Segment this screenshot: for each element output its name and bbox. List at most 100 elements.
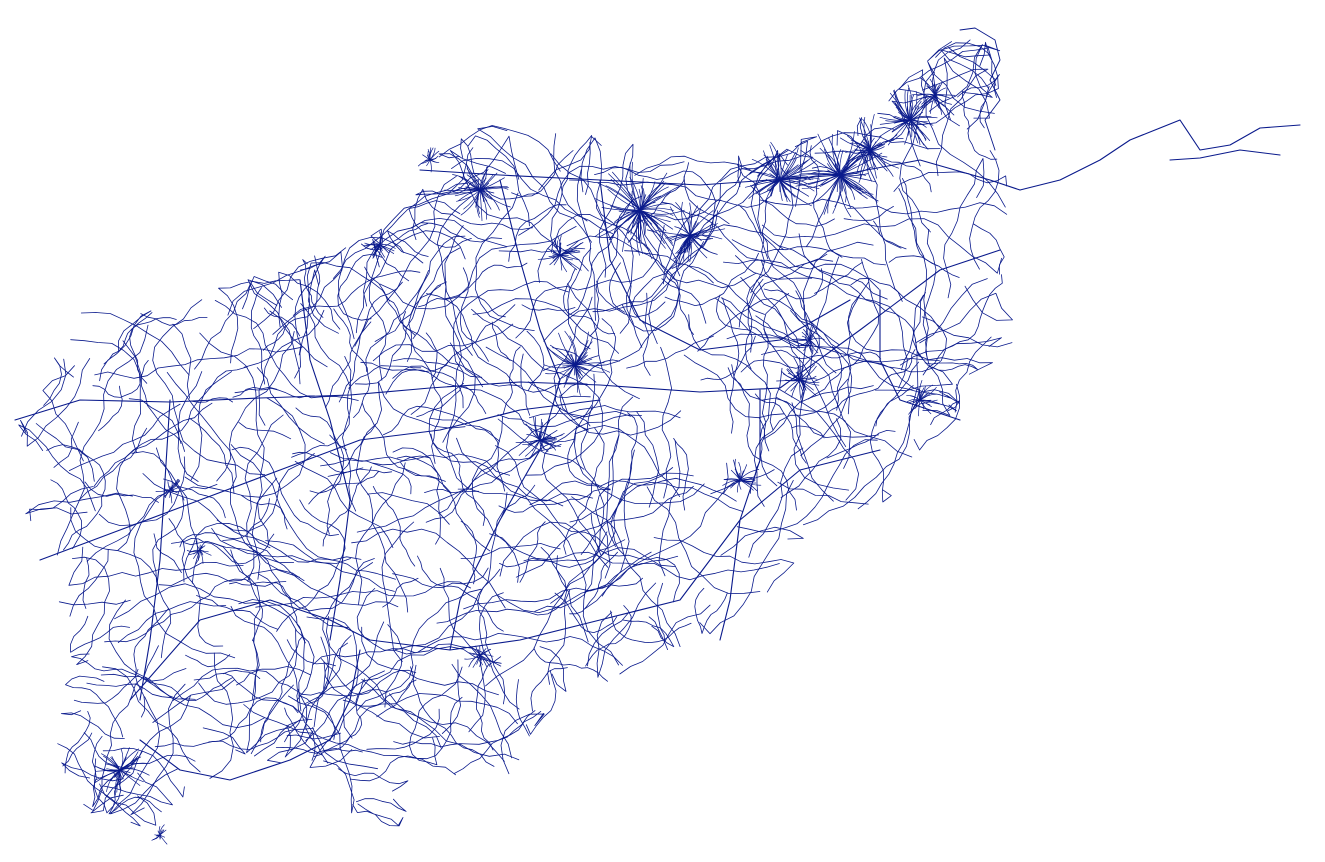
town-street <box>199 545 206 551</box>
town-street <box>807 174 841 186</box>
town-street <box>639 209 665 244</box>
local-road <box>457 444 562 490</box>
local-road <box>189 417 235 494</box>
town-street <box>909 119 927 141</box>
town-street <box>779 156 813 181</box>
local-road <box>356 588 482 711</box>
town-street <box>769 144 781 181</box>
local-road <box>714 297 913 458</box>
town-street <box>639 183 686 211</box>
local-road <box>763 268 823 300</box>
town-street <box>823 174 841 215</box>
town-street <box>869 138 904 151</box>
town-street <box>558 332 576 366</box>
town-street <box>479 166 487 191</box>
local-road <box>65 675 124 738</box>
town-street <box>723 479 741 494</box>
local-road <box>25 492 133 515</box>
local-road <box>320 453 510 476</box>
town-street <box>608 173 641 211</box>
local-road <box>72 556 110 665</box>
local-road <box>661 201 828 269</box>
local-road <box>361 223 429 251</box>
local-road <box>114 583 315 701</box>
town-street <box>689 205 699 236</box>
local-road <box>754 393 807 464</box>
local-road <box>415 147 479 196</box>
local-road <box>426 293 588 393</box>
trunk-road <box>1169 149 1281 161</box>
town-street <box>866 149 873 182</box>
local-road <box>222 539 399 608</box>
local-road <box>584 462 729 609</box>
town-street <box>542 363 576 372</box>
local-road <box>922 228 951 416</box>
local-road <box>519 521 546 583</box>
local-road <box>590 513 680 603</box>
local-road <box>930 400 960 426</box>
local-road <box>351 528 506 609</box>
local-road <box>463 551 652 610</box>
local-road <box>379 246 508 310</box>
local-road <box>92 754 196 807</box>
local-road <box>20 358 91 447</box>
town-street <box>734 468 741 481</box>
town-street <box>468 654 481 668</box>
town-street <box>186 549 201 552</box>
town-street <box>370 244 381 250</box>
town-street <box>739 479 757 484</box>
town-street <box>894 91 911 121</box>
town-street <box>159 834 168 845</box>
town-street <box>910 395 921 401</box>
local-road <box>383 405 500 442</box>
local-road <box>585 577 643 592</box>
local-road <box>648 582 668 650</box>
town-street <box>924 94 936 99</box>
town-street <box>594 209 641 237</box>
local-road <box>409 666 463 766</box>
local-road <box>870 361 919 503</box>
town-street <box>917 387 921 401</box>
local-road <box>502 346 521 415</box>
town-street <box>689 234 708 259</box>
town-street <box>689 228 726 236</box>
local-road <box>284 636 329 758</box>
local-road <box>585 141 591 195</box>
local-road <box>185 654 231 668</box>
local-road <box>749 325 808 349</box>
local-road <box>803 389 920 526</box>
town-street <box>574 364 597 383</box>
town-street <box>597 209 641 238</box>
local-road <box>122 340 185 452</box>
town-street <box>845 149 871 166</box>
town-street <box>198 549 201 561</box>
town-street <box>471 653 481 656</box>
local-road <box>171 533 275 565</box>
town-street <box>730 479 741 489</box>
local-road <box>278 271 341 330</box>
trunk-road <box>139 399 171 701</box>
local-road <box>636 155 742 225</box>
local-road <box>129 312 153 384</box>
town-street <box>906 398 921 403</box>
town-street <box>779 179 791 203</box>
town-street <box>533 416 541 441</box>
town-street <box>791 379 801 398</box>
local-road <box>392 358 483 378</box>
town-street <box>799 379 817 396</box>
town-street <box>674 226 691 236</box>
local-road <box>962 90 998 160</box>
local-road <box>256 367 325 445</box>
local-road <box>140 313 208 326</box>
local-road <box>93 366 248 488</box>
local-road <box>360 356 453 372</box>
local-road <box>337 253 383 321</box>
town-street <box>156 834 161 839</box>
town-street <box>605 185 641 211</box>
town-street <box>429 159 440 164</box>
local-road <box>18 424 96 512</box>
town-street <box>479 654 483 666</box>
town-street <box>627 209 641 243</box>
